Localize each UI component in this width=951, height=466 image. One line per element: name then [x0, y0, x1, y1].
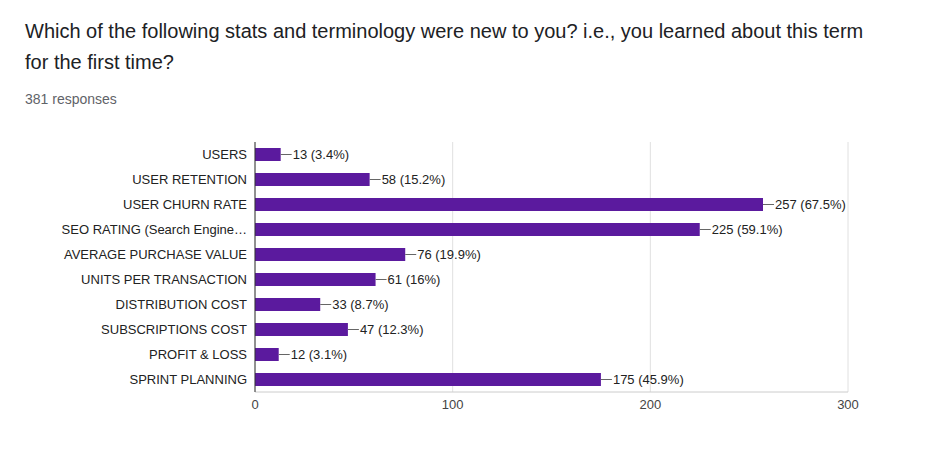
svg-text:200: 200 — [639, 397, 661, 412]
svg-text:47 (12.3%): 47 (12.3%) — [360, 322, 424, 337]
html-text:381 responses: 381 responses — [25, 91, 117, 107]
svg-text:PROFIT & LOSS: PROFIT & LOSS — [149, 347, 247, 362]
html-text:Which of the following stats a: Which of the following stats and termino… — [25, 20, 864, 73]
svg-text:SUBSCRIPTIONS COST: SUBSCRIPTIONS COST — [101, 322, 247, 337]
svg-text:300: 300 — [837, 397, 859, 412]
svg-text:33 (8.7%): 33 (8.7%) — [332, 297, 388, 312]
svg-text:SPRINT PLANNING: SPRINT PLANNING — [129, 372, 247, 387]
svg-text:0: 0 — [251, 397, 258, 412]
svg-text:13 (3.4%): 13 (3.4%) — [293, 147, 349, 162]
svg-text:175 (45.9%): 175 (45.9%) — [613, 372, 684, 387]
svg-text:58 (15.2%): 58 (15.2%) — [382, 172, 446, 187]
svg-text:SEO RATING (Search Engine…: SEO RATING (Search Engine… — [62, 222, 247, 237]
svg-text:UNITS PER TRANSACTION: UNITS PER TRANSACTION — [81, 272, 247, 287]
svg-text:USER CHURN RATE: USER CHURN RATE — [123, 197, 247, 212]
svg-text:76 (19.9%): 76 (19.9%) — [417, 247, 481, 262]
svg-text:USER RETENTION: USER RETENTION — [132, 172, 247, 187]
svg-text:61 (16%): 61 (16%) — [388, 272, 441, 287]
svg-text:12 (3.1%): 12 (3.1%) — [291, 347, 347, 362]
svg-text:225 (59.1%): 225 (59.1%) — [712, 222, 783, 237]
svg-text:DISTRIBUTION COST: DISTRIBUTION COST — [116, 297, 248, 312]
svg-text:100: 100 — [442, 397, 464, 412]
svg-text:USERS: USERS — [202, 147, 247, 162]
svg-text:AVERAGE PURCHASE VALUE: AVERAGE PURCHASE VALUE — [64, 247, 247, 262]
svg-text:257 (67.5%): 257 (67.5%) — [775, 197, 846, 212]
